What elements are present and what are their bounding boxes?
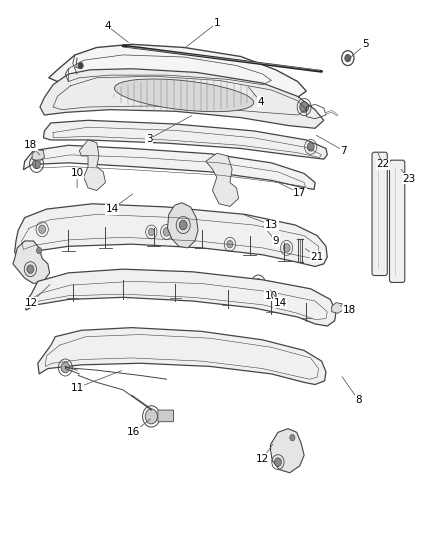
Circle shape: [275, 458, 282, 466]
Polygon shape: [14, 204, 327, 266]
Polygon shape: [40, 69, 324, 128]
Polygon shape: [43, 120, 327, 159]
Polygon shape: [38, 328, 326, 384]
Circle shape: [36, 247, 42, 254]
Text: 7: 7: [340, 146, 347, 156]
Polygon shape: [23, 146, 315, 189]
Circle shape: [145, 409, 157, 424]
Polygon shape: [32, 150, 44, 161]
Circle shape: [39, 225, 46, 233]
Text: 18: 18: [24, 140, 37, 150]
Polygon shape: [167, 203, 198, 248]
Text: 4: 4: [104, 21, 111, 31]
FancyBboxPatch shape: [389, 160, 405, 282]
Text: 13: 13: [265, 220, 278, 230]
Polygon shape: [49, 44, 306, 98]
Text: 17: 17: [293, 188, 307, 198]
Circle shape: [254, 279, 262, 288]
Polygon shape: [79, 140, 106, 190]
Polygon shape: [271, 429, 304, 473]
Text: 16: 16: [127, 427, 141, 438]
Text: 10: 10: [71, 168, 84, 179]
FancyBboxPatch shape: [372, 152, 387, 276]
Circle shape: [163, 228, 170, 236]
Text: 10: 10: [265, 290, 278, 301]
Circle shape: [148, 228, 154, 236]
Circle shape: [179, 220, 187, 230]
FancyBboxPatch shape: [158, 410, 173, 422]
Circle shape: [227, 240, 233, 248]
Text: 12: 12: [256, 454, 269, 464]
Polygon shape: [206, 154, 239, 206]
Text: 14: 14: [106, 204, 119, 214]
Polygon shape: [13, 241, 49, 284]
Circle shape: [283, 244, 290, 252]
Circle shape: [345, 54, 351, 62]
Circle shape: [290, 434, 295, 441]
Text: 9: 9: [272, 236, 279, 246]
Circle shape: [61, 362, 70, 373]
Text: 4: 4: [257, 96, 264, 107]
Text: 18: 18: [343, 305, 356, 315]
Text: 1: 1: [213, 18, 220, 28]
Circle shape: [32, 159, 40, 168]
Text: 3: 3: [146, 134, 152, 144]
Text: 12: 12: [25, 297, 38, 308]
Polygon shape: [25, 269, 336, 326]
Circle shape: [27, 265, 34, 273]
Circle shape: [78, 62, 83, 69]
Ellipse shape: [114, 79, 254, 111]
Circle shape: [307, 143, 314, 151]
Text: 22: 22: [376, 159, 389, 169]
Text: 8: 8: [355, 395, 362, 406]
Polygon shape: [332, 303, 343, 313]
Text: 21: 21: [311, 252, 324, 262]
Text: 5: 5: [362, 39, 369, 49]
Text: 23: 23: [402, 174, 416, 184]
Text: 14: 14: [273, 297, 287, 308]
Circle shape: [300, 102, 308, 112]
Text: 11: 11: [71, 383, 84, 393]
